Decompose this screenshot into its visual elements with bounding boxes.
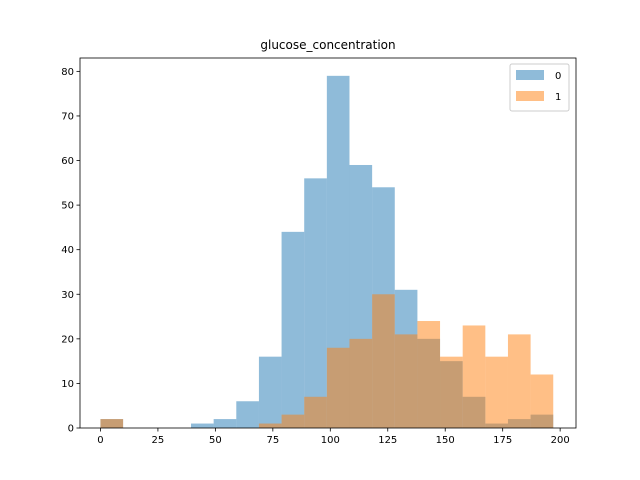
x-tick-label: 200 bbox=[551, 435, 570, 446]
bar-series-1-bin-15 bbox=[440, 356, 463, 428]
x-axis: 0 25 50 75 100 125 150 175 200 bbox=[97, 428, 570, 446]
x-tick-label: 50 bbox=[209, 435, 222, 446]
y-tick-label: 40 bbox=[61, 245, 74, 256]
bar-series-1-bin-10 bbox=[326, 347, 350, 428]
bars-layer bbox=[100, 75, 554, 428]
bar-series-0-bin-10 bbox=[326, 75, 350, 428]
bar-series-0-bin-8 bbox=[281, 231, 305, 428]
bar-series-0-bin-7 bbox=[258, 356, 282, 428]
bar-series-1-bin-8 bbox=[281, 414, 305, 428]
y-tick-label: 60 bbox=[61, 156, 74, 167]
bar-series-1-bin-12 bbox=[372, 294, 395, 428]
bar-series-1-bin-11 bbox=[349, 338, 373, 428]
legend: 01 bbox=[509, 63, 570, 112]
x-tick-label: 75 bbox=[266, 435, 279, 446]
bar-series-1-bin-14 bbox=[417, 321, 441, 428]
bar-series-0-bin-9 bbox=[304, 178, 327, 428]
bar-series-1-bin-7 bbox=[258, 423, 282, 428]
bar-series-0-bin-4 bbox=[191, 423, 214, 428]
x-tick-label: 150 bbox=[436, 435, 455, 446]
y-tick-label: 80 bbox=[61, 67, 74, 78]
bar-series-1-bin-18 bbox=[507, 334, 531, 428]
y-tick-label: 20 bbox=[61, 334, 74, 345]
legend-label-0: 0 bbox=[555, 71, 561, 82]
x-tick-label: 25 bbox=[152, 435, 165, 446]
bar-series-1-bin-17 bbox=[485, 356, 508, 428]
bar-series-1-bin-16 bbox=[462, 325, 486, 428]
axes-frame bbox=[79, 57, 577, 429]
x-tick-label: 175 bbox=[493, 435, 512, 446]
legend-swatch-0 bbox=[516, 70, 544, 80]
bar-series-1-bin-9 bbox=[304, 396, 327, 428]
y-tick-label: 70 bbox=[61, 111, 74, 122]
legend-swatch-1 bbox=[516, 91, 544, 101]
x-tick-label: 0 bbox=[97, 435, 103, 446]
chart-title: glucose_concentration bbox=[260, 38, 395, 52]
y-axis: 0 10 20 30 40 50 60 70 80 bbox=[61, 67, 80, 435]
bar-series-1-bin-0 bbox=[100, 419, 124, 428]
y-tick-label: 50 bbox=[61, 201, 74, 212]
y-tick-label: 0 bbox=[68, 424, 74, 435]
y-tick-label: 30 bbox=[61, 290, 74, 301]
x-tick-label: 100 bbox=[321, 435, 340, 446]
legend-label-1: 1 bbox=[555, 92, 561, 103]
x-tick-label: 125 bbox=[378, 435, 397, 446]
bar-series-1-bin-13 bbox=[394, 334, 418, 428]
bar-series-0-bin-6 bbox=[236, 401, 259, 428]
y-tick-label: 10 bbox=[61, 379, 74, 390]
bar-series-1-bin-19 bbox=[530, 374, 554, 428]
bar-series-0-bin-5 bbox=[213, 419, 237, 428]
